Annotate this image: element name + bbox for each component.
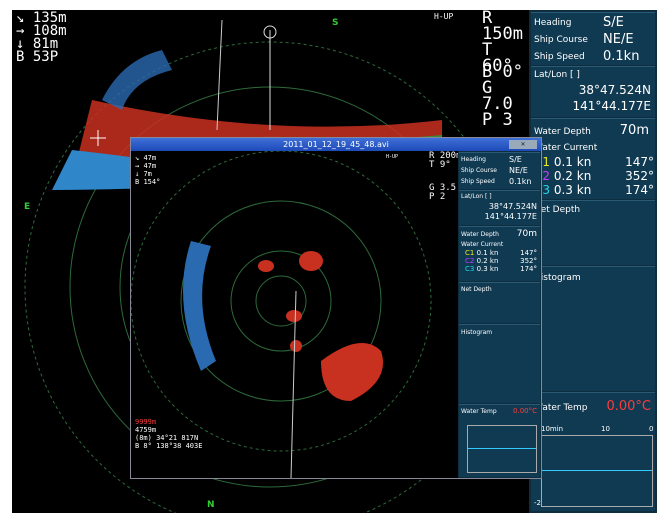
ship-info-box: Heading S/E Ship Course NE/E Ship Speed … <box>531 12 655 65</box>
compass-s: S <box>332 18 339 28</box>
compass-n: N <box>207 500 215 510</box>
water-box: Water Depth 70m Water Current C1 0.1 kn … <box>531 118 655 199</box>
mode-label: H-UP <box>434 12 454 21</box>
histogram-box: Histogram <box>531 266 655 391</box>
temp-graph <box>541 435 653 507</box>
water-temp-box: Water Temp 0.00°C 10min 10 0 -2 <box>531 392 655 511</box>
depth-value: 70m <box>619 123 649 138</box>
heading-value: S/E <box>603 15 624 30</box>
window-titlebar[interactable]: 2011_01_12_19_45_48.avi ✕ <box>131 138 541 151</box>
bgp-readout: B 0° G 7.0 P 3 <box>482 62 523 130</box>
readout-row: B 154° <box>135 178 161 186</box>
overlay-info-panel: Heading S/E Ship Course NE/E Ship Speed 0.1… <box>458 151 541 478</box>
lat-value: 38°47.524N <box>578 83 651 97</box>
info-panel: Heading S/E Ship Course NE/E Ship Speed … <box>529 10 657 513</box>
temp-line <box>542 470 652 471</box>
readout-row: ↘ 47m <box>135 154 157 162</box>
overlay-bottom-readout: 9999m 4759m (8m) 34°21 817N B 8° 138°38 … <box>135 418 203 450</box>
readout-row: ↓ 7m <box>135 170 152 178</box>
readout-row: → 47m <box>135 162 157 170</box>
speed-value: 0.1kn <box>603 49 640 64</box>
readout-row: ↓ 81m <box>16 36 59 52</box>
overlay-temp-graph <box>467 425 537 473</box>
overlay-range-tilt: R 200m T 9° <box>429 151 462 170</box>
range-tilt-readout: R 150m T 60° <box>482 10 523 76</box>
window-title: 2011_01_12_19_45_48.avi <box>283 140 389 149</box>
current-row: C1 0.1 kn 147° <box>534 155 654 169</box>
readout-row: B 53P <box>16 49 59 65</box>
overlay-range-readout: ↘ 47m → 47m ↓ 7m B 154° <box>135 154 160 186</box>
current-list: C1 0.1 kn 147° C2 0.2 kn 352° C3 0.3 kn … <box>534 155 654 197</box>
range-readout: ↘ 135m → 108m ↓ 81m B 53P <box>16 10 67 65</box>
readout-row: → 108m <box>16 23 67 39</box>
video-window[interactable]: 2011_01_12_19_45_48.avi ✕ ↘ 47m → 47m ↓ … <box>130 137 542 479</box>
lon-value: 141°44.177E <box>572 99 651 113</box>
current-row: C3 0.3 kn 174° <box>534 183 654 197</box>
course-value: NE/E <box>603 32 634 47</box>
window-close-button[interactable]: ✕ <box>509 140 537 149</box>
compass-e: E <box>24 202 31 212</box>
latlon-box: Lat/Lon [ ] 38°47.524N 141°44.177E <box>531 66 655 117</box>
readout-row: ↘ 135m <box>16 10 67 26</box>
current-row: C2 0.2 kn 352° <box>534 169 654 183</box>
net-depth-box: Net Depth <box>531 200 655 265</box>
temp-value: 0.00°C <box>606 399 651 414</box>
overlay-gp: G 3.5 P 2 <box>429 183 457 202</box>
